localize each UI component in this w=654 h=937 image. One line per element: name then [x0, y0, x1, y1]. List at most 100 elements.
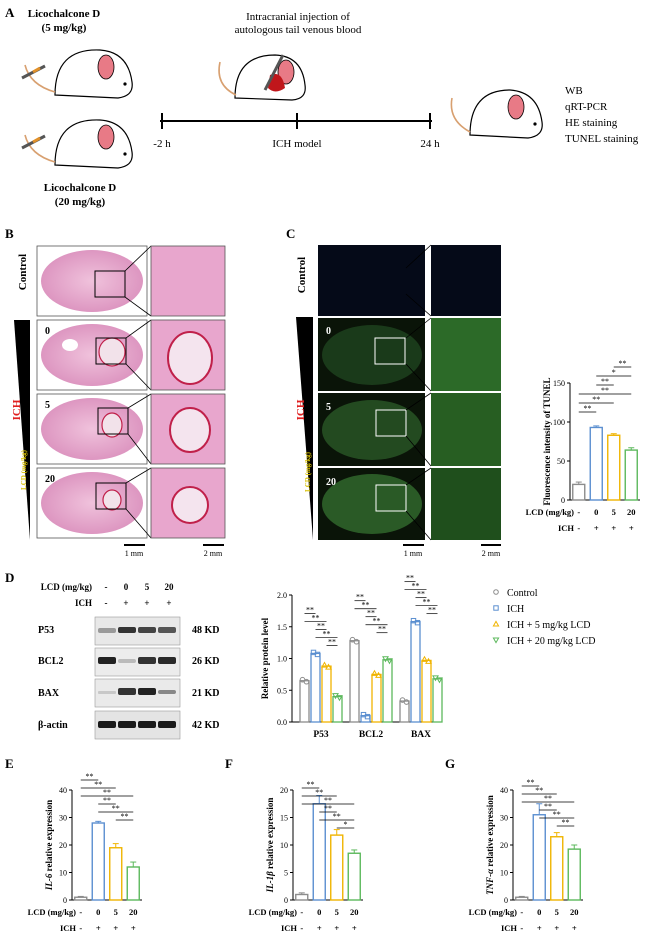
significance-label: **: [619, 359, 627, 368]
dose-low-label: Licochalcone D: [28, 8, 100, 20]
data-point: [421, 655, 428, 662]
panel-label-d: D: [5, 570, 14, 585]
tunel-zoom-control: [431, 245, 501, 316]
timeline-start: -2 h: [153, 138, 171, 150]
scale-bar-label: 2 mm: [482, 549, 501, 558]
row-label-ich: ICH: [11, 399, 23, 420]
data-point: [493, 605, 499, 611]
data-point: [314, 651, 321, 658]
panel-label-f: F: [225, 756, 233, 771]
panel-label-e: E: [5, 756, 14, 771]
y-tick-label: 0: [284, 896, 288, 905]
dose-wedge: [14, 320, 30, 540]
x-tick-label: 0: [96, 907, 100, 917]
y-tick-label: 40: [500, 786, 508, 795]
western-blot: LCD (mg/kg) ICH - 0 5 20 - + + + P53 48 …: [38, 582, 220, 740]
significance-label: **: [584, 404, 592, 413]
x-row-label: LCD (mg/kg): [526, 507, 575, 517]
bar: [432, 678, 443, 723]
injection-label-line2: autologous tail venous blood: [235, 24, 362, 36]
y-axis-label: IL-1β relative expression: [265, 798, 275, 894]
lane-lcd: -: [105, 582, 108, 592]
significance-label: **: [562, 818, 570, 827]
significance-label: **: [307, 780, 315, 789]
significance-label: **: [367, 609, 375, 618]
data-point: [303, 678, 310, 685]
significance-label: **: [412, 582, 420, 591]
x-tick-label: P53: [313, 730, 329, 740]
protein-size: 21 KD: [192, 688, 220, 699]
mouse-icon: [450, 89, 543, 139]
significance-label: **: [112, 804, 120, 813]
scale-bar-label: 1 mm: [125, 549, 144, 558]
significance-label: **: [423, 598, 431, 607]
protein-label: BCL2: [38, 656, 64, 667]
x-tick-label: -: [300, 923, 303, 933]
tunel-zoom-ich-0: [431, 318, 501, 391]
x-tick-label: -: [300, 907, 303, 917]
y-tick-label: 20: [500, 841, 508, 850]
lane-ich: +: [166, 598, 171, 608]
protein-size: 26 KD: [192, 656, 220, 667]
panel-label-b: B: [5, 226, 14, 241]
row-label-control: Control: [296, 257, 308, 293]
significance-label: **: [103, 788, 111, 797]
data-point: [386, 658, 393, 665]
bar: [589, 426, 603, 501]
data-point: [375, 671, 382, 678]
bar: [332, 695, 343, 723]
y-tick-label: 10: [500, 869, 508, 878]
legend-label: ICH + 5 mg/kg LCD: [507, 620, 590, 631]
bar: [299, 680, 310, 723]
tunel-image-ich-20: 20: [318, 468, 425, 540]
data-point: [492, 620, 500, 627]
y-tick-label: 0: [63, 896, 67, 905]
data-point: [325, 663, 332, 670]
bar: [572, 483, 586, 501]
significance-label: **: [544, 802, 552, 811]
assay-label: WB: [565, 85, 583, 97]
mouse-icon: [218, 54, 306, 101]
bar: [421, 659, 432, 723]
significance-label: **: [121, 812, 129, 821]
timeline-mid: ICH model: [272, 138, 321, 150]
significance-label: **: [535, 786, 543, 795]
he-image-control: [36, 245, 148, 317]
y-tick-label: 20: [280, 786, 288, 795]
data-point: [353, 638, 360, 645]
tunel-image-control: [318, 245, 425, 316]
bar: [550, 836, 564, 901]
x-tick-label: +: [537, 923, 542, 933]
dose-label: 0: [326, 326, 331, 337]
protein-label: BAX: [38, 688, 60, 699]
x-tick-label: 5: [114, 907, 118, 917]
significance-label: **: [86, 772, 94, 781]
significance-label: **: [356, 593, 364, 602]
protein-label: β-actin: [38, 720, 68, 731]
significance-label: **: [527, 778, 535, 787]
significance-label: **: [315, 788, 323, 797]
protein-label: P53: [38, 625, 54, 636]
y-tick-label: 0.5: [277, 686, 287, 695]
x-tick-label: 5: [335, 907, 339, 917]
significance-label: **: [428, 606, 436, 615]
dose-high-label: Licochalcone D: [44, 182, 116, 194]
data-point: [492, 637, 500, 644]
data-point: [493, 589, 499, 595]
x-tick-label: 20: [129, 907, 138, 917]
y-axis-label: Fluorescence intensity of TUNEL: [542, 378, 552, 506]
x-tick-label: 20: [627, 507, 636, 517]
protein-size: 42 KD: [192, 720, 220, 731]
significance-label: **: [324, 796, 332, 805]
significance-label: **: [417, 590, 425, 599]
y-tick-label: 20: [59, 841, 67, 850]
data-point: [321, 661, 328, 668]
significance-label: *: [612, 368, 616, 377]
x-tick-label: +: [629, 523, 634, 533]
y-axis-label: Relative protein level: [260, 617, 270, 699]
blot-lcd-row-label: LCD (mg/kg): [41, 582, 92, 592]
lane-ich: -: [105, 598, 108, 608]
bar: [321, 665, 332, 723]
assay-label: TUNEL staining: [565, 133, 639, 145]
x-row-label: ICH: [558, 523, 574, 533]
